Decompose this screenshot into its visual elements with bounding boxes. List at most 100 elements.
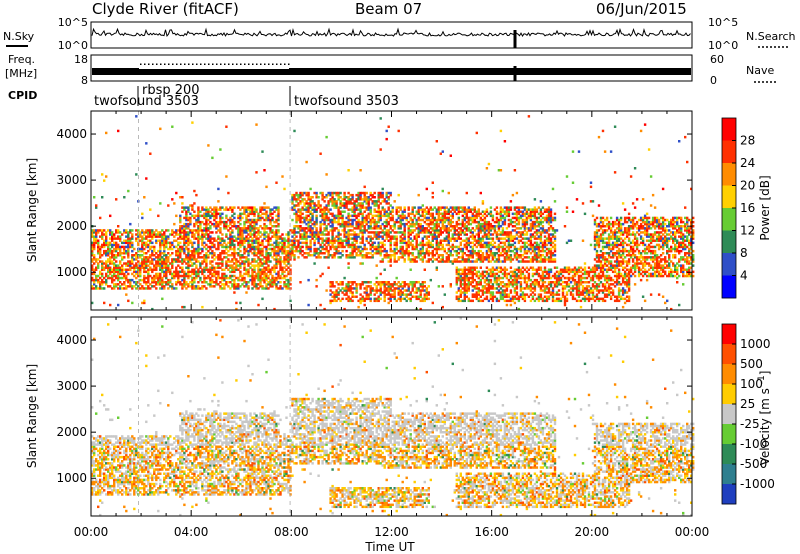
heatmap-cell (309, 198, 312, 201)
heatmap-cell (401, 239, 404, 242)
heatmap-cell (477, 237, 480, 240)
heatmap-cell (355, 204, 358, 207)
heatmap-cell (355, 206, 358, 209)
heatmap-cell (159, 247, 162, 251)
heatmap-cell (179, 225, 182, 228)
heatmap-cell (321, 196, 324, 199)
nave-dot (148, 63, 150, 65)
heatmap-cell (347, 218, 350, 222)
heatmap-cell (495, 216, 499, 220)
heatmap-cell (257, 268, 260, 271)
heatmap-cell (467, 216, 470, 220)
heatmap-cell (267, 268, 270, 271)
heatmap-cell (277, 218, 280, 222)
heatmap-cell (449, 254, 452, 257)
heatmap-cell (497, 299, 501, 303)
heatmap-cell (391, 216, 394, 220)
heatmap-cell (183, 235, 186, 238)
heatmap-cell (289, 287, 292, 290)
heatmap-cell (127, 245, 130, 249)
heatmap-cell (435, 252, 438, 255)
heatmap-cell (277, 281, 280, 284)
heatmap-cell (103, 239, 106, 242)
heatmap-cell (117, 270, 120, 274)
heatmap-cell (369, 293, 372, 296)
heatmap-cell (297, 196, 300, 199)
heatmap-cell (161, 260, 164, 263)
heatmap-cell (465, 233, 468, 236)
heatmap-cell (197, 237, 200, 240)
heatmap-cell (159, 276, 162, 280)
heatmap-cell (153, 249, 156, 253)
heatmap-cell (425, 241, 428, 245)
heatmap-cell (361, 233, 364, 236)
heatmap-cell (463, 287, 466, 290)
heatmap-cell (311, 222, 314, 226)
heatmap-cell (437, 210, 440, 213)
heatmap-cell (357, 249, 360, 253)
heatmap-cell (409, 297, 412, 301)
heatmap-cell (187, 237, 190, 240)
heatmap-cell (183, 285, 186, 288)
heatmap-cell (219, 276, 222, 280)
heatmap-cell (189, 254, 192, 257)
heatmap-cell (221, 274, 224, 278)
heatmap-cell (173, 202, 176, 205)
heatmap-cell (253, 227, 256, 230)
heatmap-cell (177, 256, 180, 259)
heatmap-cell (241, 243, 244, 247)
heatmap-cell (429, 233, 432, 236)
nave-dot (280, 63, 282, 65)
heatmap-cell (261, 270, 264, 274)
heatmap-cell (103, 233, 106, 236)
heatmap-cell (481, 229, 485, 232)
heatmap-cell (339, 216, 342, 220)
nsky-trace (91, 27, 691, 48)
heatmap-cell (311, 229, 314, 232)
heatmap-cell (241, 260, 244, 263)
heatmap-cell (199, 225, 202, 228)
heatmap-cell (337, 214, 340, 218)
heatmap-cell (443, 229, 446, 232)
heatmap-cell (461, 258, 464, 261)
heatmap-cell (159, 252, 162, 255)
heatmap-cell (463, 260, 466, 263)
heatmap-cell (235, 287, 238, 290)
heatmap-cell (179, 214, 182, 218)
heatmap-cell (283, 285, 286, 288)
heatmap-cell (401, 245, 404, 249)
heatmap-cell (253, 212, 256, 216)
heatmap-cell (187, 258, 190, 261)
heatmap-cell (413, 283, 416, 286)
heatmap-cell (227, 208, 230, 211)
heatmap-cell (301, 241, 304, 245)
heatmap-cell (495, 206, 499, 209)
heatmap-cell (279, 249, 282, 253)
heatmap-cell (323, 233, 326, 236)
heatmap-cell (431, 181, 434, 184)
heatmap-cell (161, 278, 164, 282)
heatmap-cell (361, 254, 364, 257)
heatmap-cell (465, 237, 468, 240)
heatmap-cell (487, 249, 491, 253)
heatmap-cell (345, 237, 348, 240)
heatmap-cell (251, 218, 254, 222)
heatmap-cell (345, 222, 348, 226)
heatmap-cell (335, 295, 338, 298)
heatmap-cell (93, 256, 96, 259)
heatmap-cell (291, 239, 294, 242)
heatmap-cell (425, 218, 428, 222)
heatmap-cell (229, 220, 232, 224)
heatmap-cell (477, 231, 480, 234)
heatmap-cell (245, 272, 248, 276)
heatmap-cell (485, 256, 489, 259)
heatmap-cell (277, 252, 280, 255)
heatmap-cell (223, 283, 226, 286)
heatmap-cell (97, 278, 100, 282)
heatmap-cell (369, 198, 372, 201)
heatmap-cell (247, 270, 250, 274)
heatmap-cell (337, 198, 340, 201)
heatmap-cell (105, 235, 108, 238)
heatmap-cell (413, 260, 416, 263)
heatmap-cell (463, 208, 466, 211)
